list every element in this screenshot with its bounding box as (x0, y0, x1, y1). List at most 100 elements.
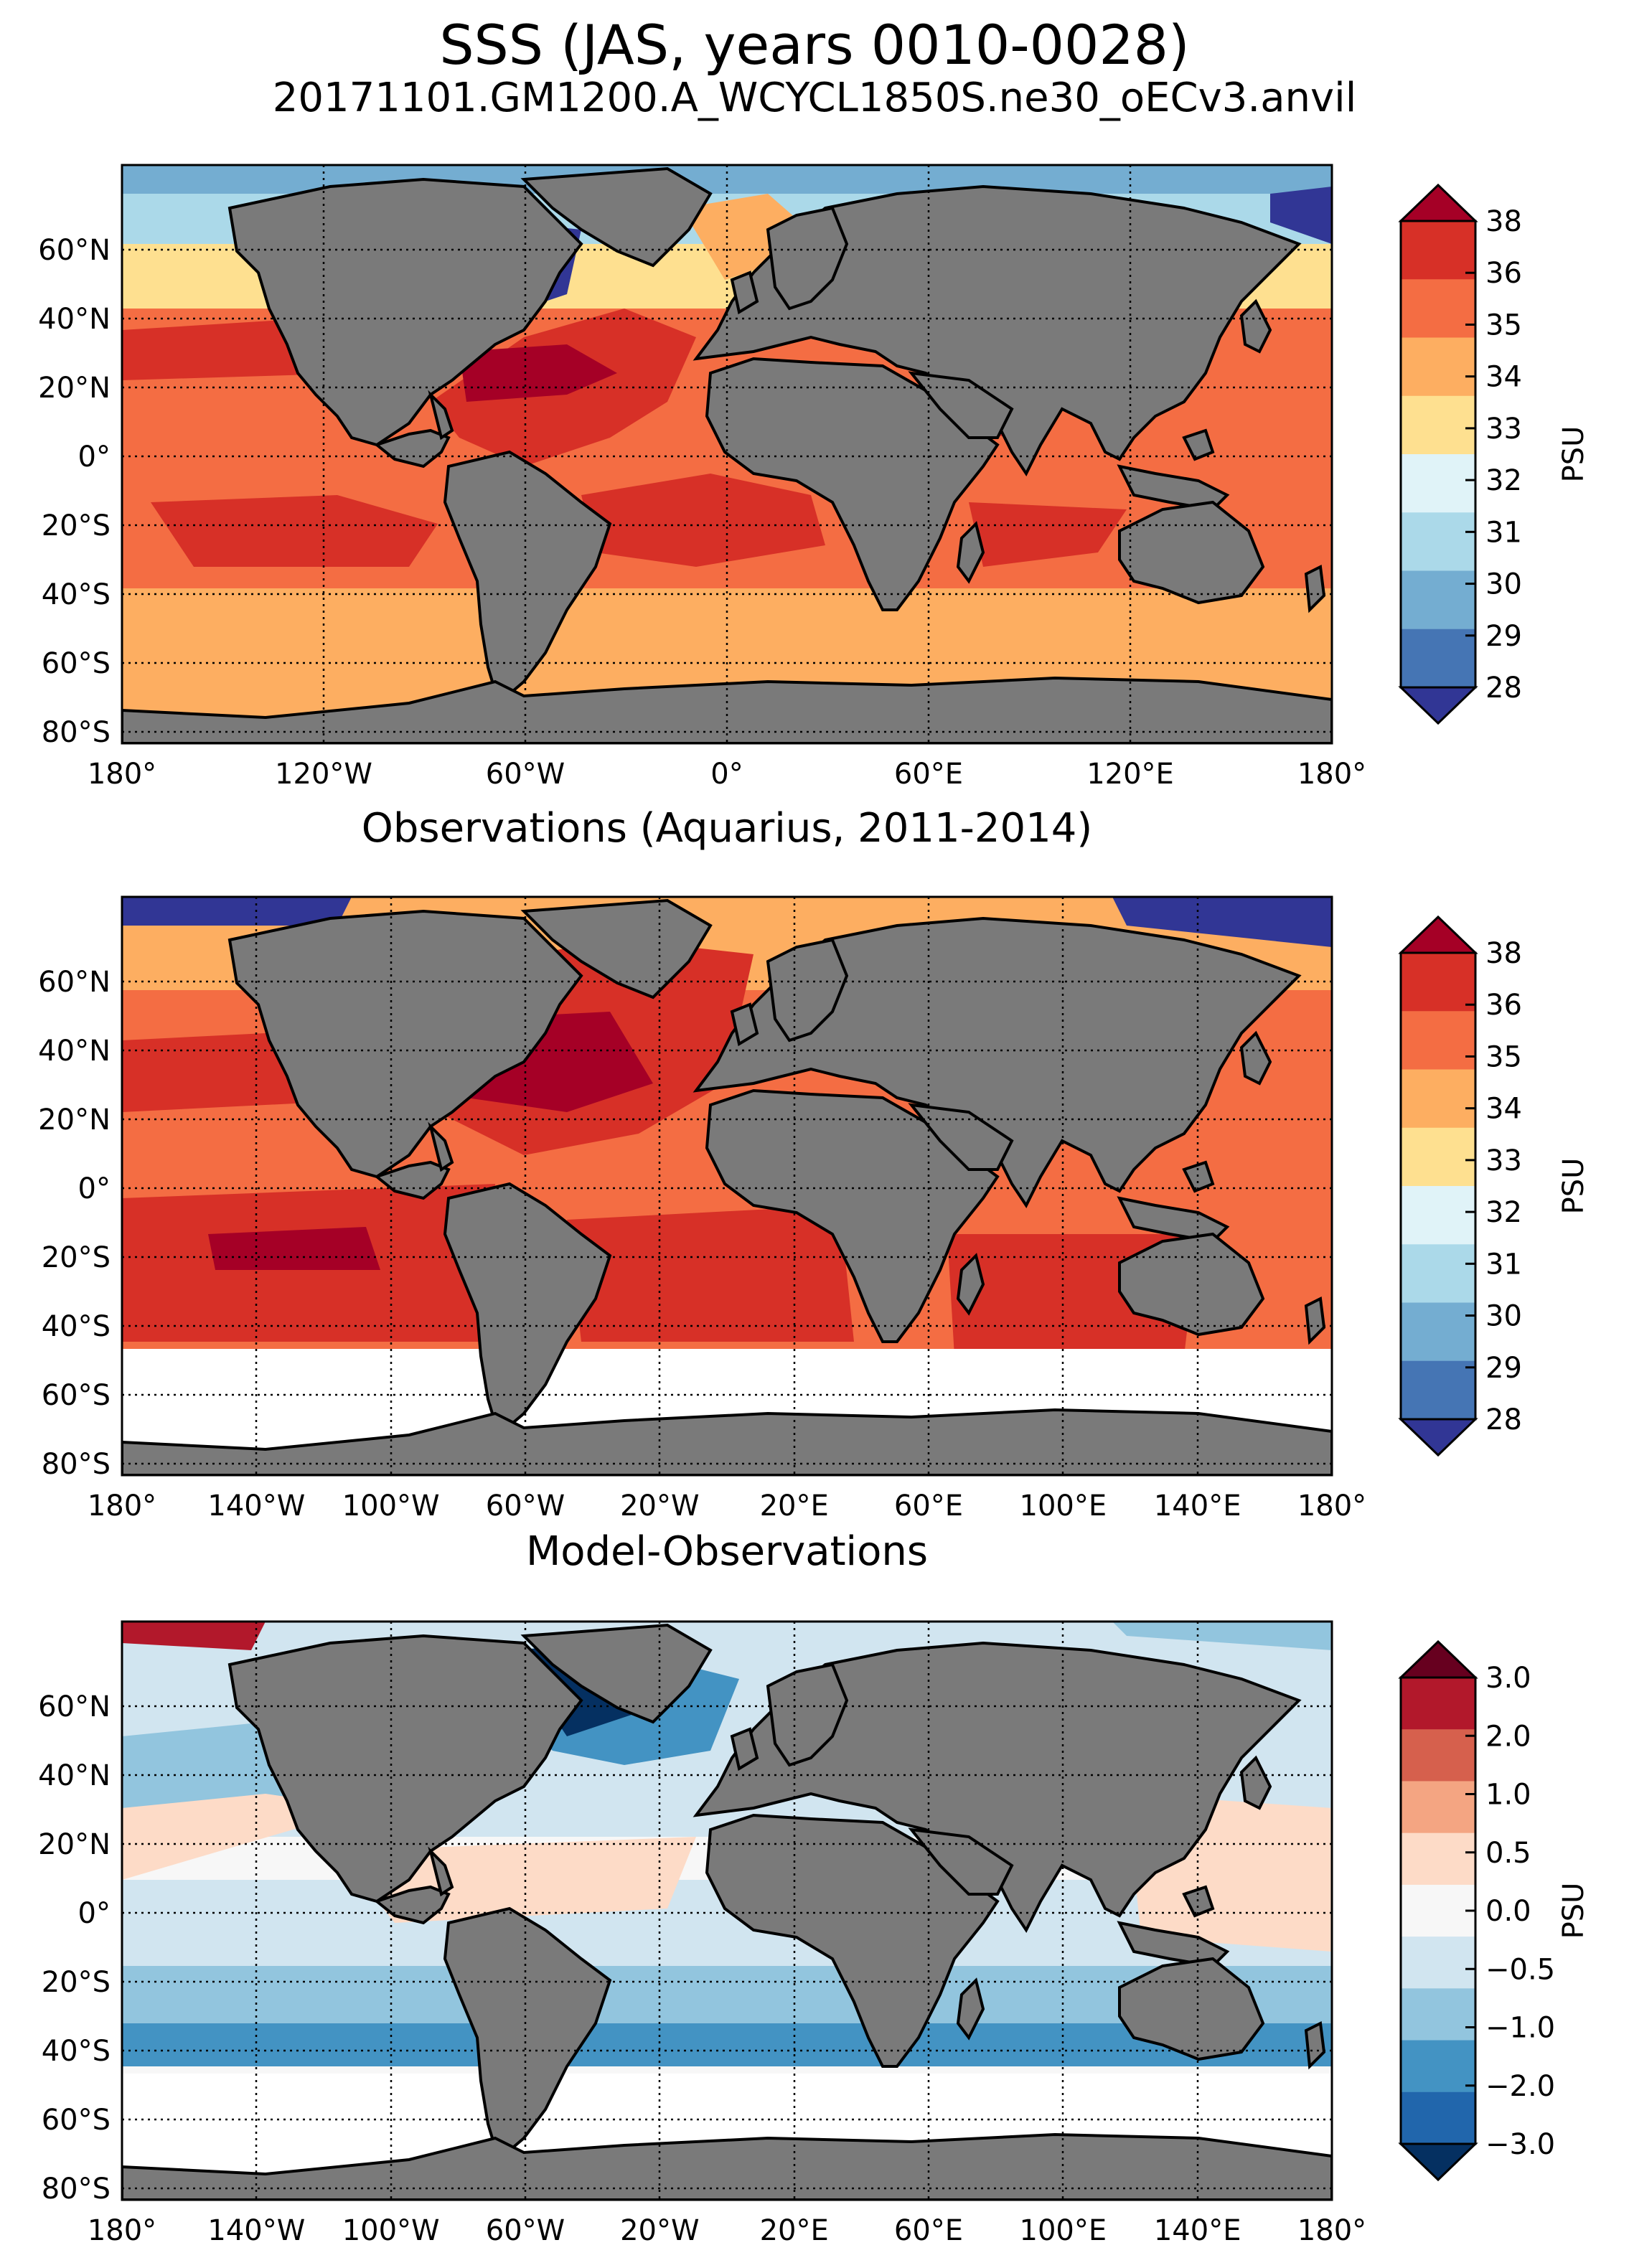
obs-colorbar-segment (1401, 1069, 1475, 1129)
model-colorbar-tick-label: 29 (1485, 620, 1522, 653)
obs-colorbar: 38 36 35 34 33 32 31 30 29 28 PSU (1398, 915, 1590, 1457)
obs-lat-tick-label: 80°S (42, 1448, 111, 1481)
obs-colorbar-tick-label: 36 (1485, 989, 1522, 1022)
diff-lat-tick-label: 80°S (42, 2173, 111, 2206)
obs-colorbar-segment (1401, 1186, 1475, 1245)
diff-lon-tick-label: 100°E (1020, 2214, 1107, 2247)
diff-colorbar-segment (1401, 1729, 1475, 1782)
obs-colorbar-tick-label: 33 (1485, 1144, 1522, 1177)
obs-colorbar-tick-label: 34 (1485, 1093, 1522, 1126)
obs-colorbar-tick-label: 30 (1485, 1300, 1522, 1333)
model-colorbar-max-extend (1398, 183, 1478, 222)
obs-colorbar-segment (1401, 953, 1475, 1012)
diff-lat-tick-label: 60°N (38, 1690, 111, 1723)
diff-colorbar-segment (1401, 2040, 1475, 2093)
model-lat-tick-label: 40°S (42, 578, 111, 611)
model-colorbar-tick-label: 30 (1485, 568, 1522, 601)
model-colorbar-tick-label: 36 (1485, 257, 1522, 290)
figure-subtitle: 20171101.GM1200.A_WCYCL1850S.ne30_oECv3.… (272, 75, 1357, 121)
diff-colorbar-segment (1401, 1678, 1475, 1730)
model-colorbar-tick-label: 32 (1485, 464, 1522, 497)
obs-panel-title: Observations (Aquarius, 2011-2014) (361, 805, 1093, 852)
obs-colorbar-tick-label: 32 (1485, 1196, 1522, 1229)
obs-lon-tick-label: 20°W (620, 1490, 699, 1523)
model-colorbar-segment (1401, 629, 1475, 688)
obs-colorbar-tick-label: 28 (1485, 1403, 1522, 1436)
obs-lon-tick-label: 60°W (486, 1490, 565, 1523)
diff-colorbar-tick-label: −2.0 (1485, 2070, 1555, 2103)
obs-colorbar-segment (1401, 1011, 1475, 1070)
diff-colorbar-tick-label: −3.0 (1485, 2128, 1555, 2161)
model-lon-tick-label: 60°E (894, 758, 963, 791)
diff-map-panel (121, 1620, 1333, 2201)
diff-colorbar-segment (1401, 1884, 1475, 1937)
diff-colorbar-max-extend (1398, 1639, 1478, 1679)
model-colorbar-segment (1401, 337, 1475, 397)
obs-lat-tick-label: 20°S (42, 1241, 111, 1274)
model-lat-tick-label: 60°N (38, 234, 111, 267)
diff-colorbar-tick-label: −0.5 (1485, 1953, 1555, 1986)
obs-lon-tick-label: 60°E (894, 1490, 963, 1523)
model-colorbar-tick-label: 31 (1485, 516, 1522, 549)
obs-map-panel (121, 895, 1333, 1477)
diff-lon-tick-label: 20°E (760, 2214, 829, 2247)
model-lon-tick-label: 120°E (1086, 758, 1174, 791)
axis-ticks: 60°N 40°N 20°N 0° 20°S 40°S 60°S 80°S 180° 120°W 6… (38, 234, 1366, 2247)
model-colorbar-segment (1401, 454, 1475, 513)
model-lon-tick-label: 180° (88, 758, 156, 791)
model-lon-tick-label: 180° (1297, 758, 1366, 791)
model-colorbar-tick-label: 38 (1485, 205, 1522, 238)
diff-lon-tick-label: 180° (88, 2214, 156, 2247)
obs-colorbar-segment (1401, 1244, 1475, 1303)
diff-colorbar-segment (1401, 1832, 1475, 1886)
obs-lon-tick-label: 100°W (342, 1490, 440, 1523)
diff-colorbar-tick-label: 0.0 (1485, 1895, 1531, 1928)
model-lon-tick-label: 120°W (275, 758, 372, 791)
model-colorbar: 38 36 35 34 33 32 31 30 29 28 PSU (1398, 183, 1590, 725)
obs-colorbar-segment (1401, 1360, 1475, 1420)
obs-lon-tick-label: 140°W (207, 1490, 305, 1523)
obs-colorbar-frame (1399, 951, 1477, 1421)
diff-lat-tick-label: 40°S (42, 2035, 111, 2068)
diff-colorbar-segment (1401, 1937, 1475, 1989)
diff-colorbar-tick-label: −1.0 (1485, 2012, 1555, 2045)
model-colorbar-segment (1401, 279, 1475, 338)
model-colorbar-min-extend (1398, 686, 1478, 725)
diff-lon-tick-label: 20°W (620, 2214, 699, 2247)
figure-title: SSS (JAS, years 0010-0028) (439, 13, 1190, 77)
diff-colorbar-tick-label: 0.5 (1485, 1837, 1531, 1870)
model-colorbar-tick-label: 34 (1485, 361, 1522, 394)
obs-colorbar-min-extend (1398, 1418, 1478, 1457)
obs-lat-tick-label: 40°S (42, 1310, 111, 1343)
obs-colorbar-segment (1401, 1127, 1475, 1187)
model-colorbar-segment (1401, 570, 1475, 630)
model-colorbar-tick-label: 28 (1485, 672, 1522, 705)
obs-lat-tick-label: 20°N (38, 1104, 111, 1137)
model-lon-tick-label: 60°W (486, 758, 565, 791)
model-lat-tick-label: 20°N (38, 372, 111, 405)
obs-lon-tick-label: 180° (1297, 1490, 1366, 1523)
diff-colorbar-segment (1401, 2091, 1475, 2145)
diff-colorbar-segment (1401, 1988, 1475, 2041)
model-colorbar-label: PSU (1557, 426, 1590, 483)
diff-colorbar-min-extend (1398, 2142, 1478, 2182)
diff-lon-tick-label: 140°W (207, 2214, 305, 2247)
model-lat-tick-label: 0° (78, 441, 111, 474)
diff-lon-tick-label: 100°W (342, 2214, 440, 2247)
diff-colorbar-segment (1401, 1781, 1475, 1834)
obs-lon-tick-label: 20°E (760, 1490, 829, 1523)
diff-lat-tick-label: 20°N (38, 1828, 111, 1861)
colorbars: 38 36 35 34 33 32 31 30 29 28 PSU 38 36 35 34 33 32 31 30 2… (1398, 183, 1590, 2182)
model-lon-tick-label: 0° (710, 758, 743, 791)
diff-colorbar-tick-label: 3.0 (1485, 1662, 1531, 1695)
diff-colorbar: 3.0 2.0 1.0 0.5 0.0 −0.5 −1.0 −2.0 −3.0 PSU (1398, 1639, 1590, 2182)
diff-panel-title: Model-Observations (525, 1528, 929, 1575)
model-colorbar-frame (1399, 220, 1477, 689)
obs-colorbar-label: PSU (1557, 1158, 1590, 1215)
model-colorbar-segment (1401, 512, 1475, 571)
diff-colorbar-tick-label: 1.0 (1485, 1779, 1531, 1812)
diff-lon-tick-label: 140°E (1154, 2214, 1241, 2247)
model-lat-tick-label: 80°S (42, 716, 111, 749)
model-colorbar-segment (1401, 221, 1475, 280)
